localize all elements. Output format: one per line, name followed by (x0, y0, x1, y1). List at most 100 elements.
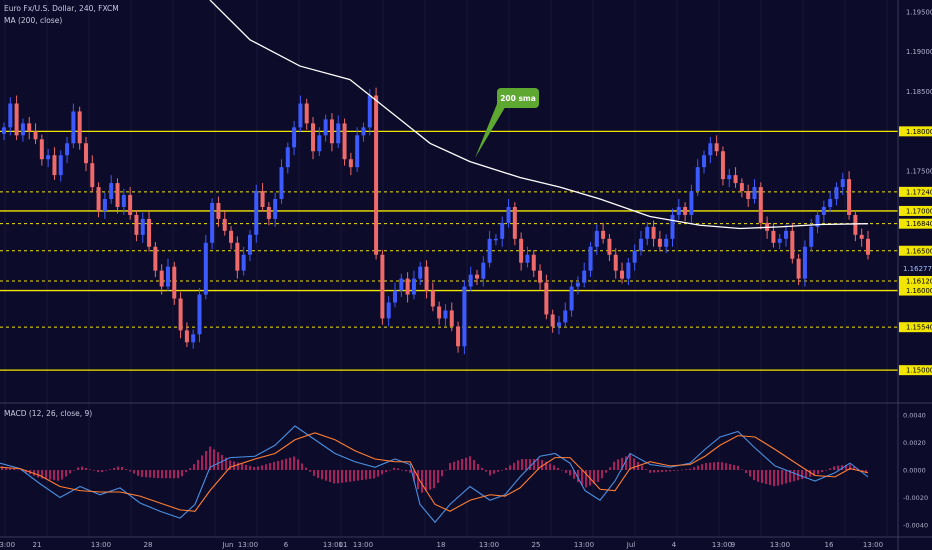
histogram-bar (305, 467, 307, 470)
candle-body (790, 230, 795, 259)
candle-body (311, 123, 316, 152)
histogram-bar (425, 470, 427, 492)
candle-body (569, 286, 574, 311)
candle-body (298, 103, 303, 128)
histogram-bar (509, 465, 511, 470)
histogram-bar (353, 470, 355, 482)
histogram-bar (173, 470, 175, 479)
price-axis[interactable]: 1.19500 1.19000 1.18500 1.18000 1.17500 1.172… (899, 8, 932, 376)
candle-body (664, 238, 669, 247)
candle-body (702, 155, 707, 168)
horizontal-levels[interactable] (0, 130, 898, 371)
histogram-bar (277, 460, 279, 470)
histogram-bar (689, 468, 691, 470)
histogram-bar (773, 470, 775, 487)
histogram-bar (853, 466, 855, 470)
candle-body (462, 286, 467, 347)
histogram-bar (629, 454, 631, 470)
histogram-bar (125, 469, 127, 470)
histogram-bar (117, 466, 119, 470)
candle-body (443, 310, 448, 319)
histogram-bar (169, 470, 171, 479)
candle-body (361, 127, 366, 136)
candle-body (538, 270, 543, 283)
histogram-bar (245, 464, 247, 470)
histogram-bar (53, 470, 55, 481)
candle-body (147, 218, 152, 247)
histogram-bar (293, 456, 295, 470)
histogram-bar (193, 464, 195, 470)
histogram-bar (229, 460, 231, 470)
histogram-bar (813, 470, 815, 476)
symbol-legend[interactable]: Euro Fx/U.S. Dollar, 240, FXCM (4, 4, 119, 13)
candle-body (329, 119, 334, 144)
histogram-bar (809, 470, 811, 477)
histogram-bar (285, 458, 287, 470)
time-tick-label: 13:00 (770, 541, 790, 549)
time-tick-label: 6 (284, 541, 289, 549)
histogram-bar (821, 470, 823, 473)
candle-body (468, 274, 473, 287)
histogram-bar (165, 470, 167, 479)
candle-body (720, 151, 725, 180)
candle-body (676, 206, 681, 215)
candle-body (493, 238, 498, 241)
histogram-bar (681, 469, 683, 471)
histogram-bar (725, 463, 727, 470)
histogram-bar (269, 463, 271, 470)
histogram-bar (157, 470, 159, 479)
candle-body (247, 234, 252, 255)
candle-body (430, 290, 435, 307)
time-axis[interactable]: 13:002113:0028Jun13:00613:001113:001813:… (0, 541, 883, 549)
histogram-bar (477, 463, 479, 470)
histogram-bar (349, 470, 351, 482)
candle-body (134, 214, 139, 235)
histogram-bar (153, 470, 155, 478)
time-tick-label: 13:00 (323, 541, 343, 549)
histogram-bar (385, 470, 387, 473)
candle-body (550, 314, 555, 327)
histogram-bar (273, 462, 275, 470)
candle-body (689, 191, 694, 215)
histogram-bar (673, 470, 675, 471)
candle-body (456, 326, 461, 347)
histogram-bar (757, 470, 759, 482)
histogram-bar (865, 470, 867, 474)
histogram-bar (85, 467, 87, 470)
histogram-bar (49, 470, 51, 480)
level-tag (899, 276, 932, 287)
price-tick-label: 1.17240 (906, 188, 932, 196)
candle-body (184, 330, 189, 343)
histogram-bar (817, 470, 819, 475)
candle-body (474, 274, 479, 279)
histogram-bar (633, 458, 635, 470)
candle-body (222, 218, 227, 231)
histogram-bar (709, 462, 711, 470)
histogram-bar (701, 464, 703, 470)
histogram-bar (45, 470, 47, 480)
candle-body (380, 254, 385, 319)
ma-legend[interactable]: MA (200, close) (4, 16, 63, 25)
candle-body (821, 206, 826, 215)
histogram-bar (613, 461, 615, 470)
candle-body (626, 262, 631, 279)
signal-line (0, 432, 869, 512)
histogram-bar (373, 470, 375, 479)
candle-body (159, 270, 164, 287)
candle-body (670, 214, 675, 239)
candle-body (859, 234, 864, 239)
sma-callout[interactable]: 200 sma (475, 88, 539, 158)
candle-body (815, 214, 820, 227)
histogram-bar (5, 467, 7, 470)
macd-legend[interactable]: MACD (12, 26, close, 9) (4, 409, 93, 418)
histogram-bar (489, 470, 491, 476)
histogram-bar (389, 470, 391, 471)
histogram-bar (825, 470, 827, 471)
time-tick-label: 25 (532, 541, 541, 549)
macd-axis[interactable]: 0.0040 0.0020 0.0000 -0.0020 -0.0040 (903, 412, 928, 530)
histogram-bar (501, 470, 503, 471)
histogram-bar (729, 464, 731, 470)
time-tick-label: Jul (626, 541, 636, 549)
macd-tick-label: 0.0020 (903, 439, 926, 447)
